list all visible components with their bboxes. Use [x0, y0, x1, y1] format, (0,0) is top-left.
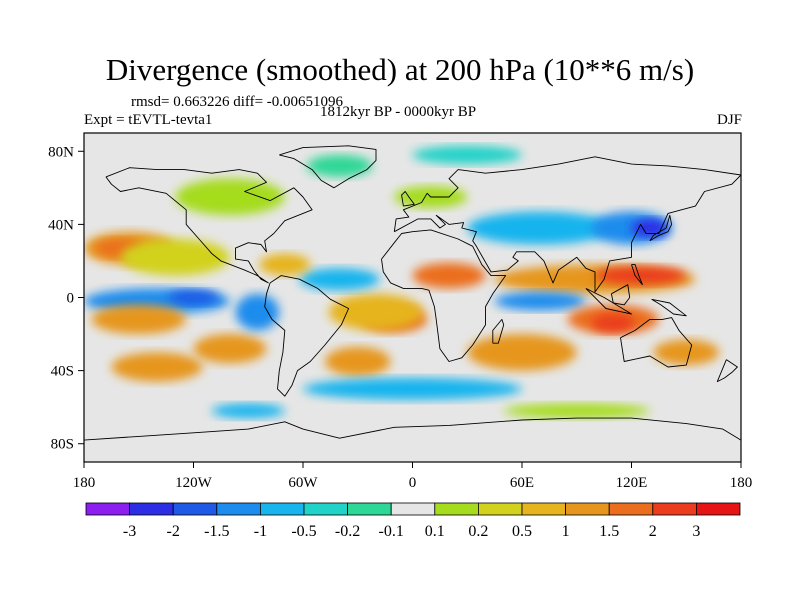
lon-tick-label: 60E	[510, 475, 534, 491]
colorbar-label: -2	[167, 523, 180, 540]
colorbar-label: -0.1	[379, 523, 404, 540]
lat-tick-label: 80S	[51, 437, 74, 453]
coastline-north-america	[105, 167, 313, 284]
field-region-atlantic-equator-yellow	[328, 293, 424, 331]
period-label: 1812kyr BP - 0000kyr BP	[320, 104, 477, 120]
divergence-field	[84, 145, 720, 419]
colorbar-swatch	[259, 502, 305, 516]
field-region-pacific-north-yellow	[120, 239, 230, 276]
field-region-southern-ocean-cyan	[303, 377, 522, 400]
colorbar-label: 1.5	[599, 523, 619, 540]
coastline-south-america	[264, 275, 350, 397]
field-region-indian-ocean-blue	[494, 292, 586, 311]
colorbar-swatch	[347, 502, 392, 516]
field-region-pacific-south-orange	[193, 334, 267, 364]
field-region-indian-south-orange	[467, 334, 577, 371]
axis-ticks: 80N 40N 0 40S 80S 180 120W 60W 0 60E 120E 180	[48, 144, 752, 491]
coastline-eurasia	[393, 156, 741, 293]
field-region-australia-orange	[653, 339, 720, 366]
colorbar: -3 -2 -1.5 -1 -0.5 -0.2 -0.1 0.1 0.2 0.5 1 1.5 2 3	[85, 502, 741, 540]
field-region-antarctic-green	[503, 403, 650, 419]
colorbar-swatch	[390, 502, 436, 516]
field-region-asia-north-blue	[467, 211, 614, 245]
coastline-borneo	[610, 284, 631, 306]
colorbar-swatch	[129, 502, 174, 516]
colorbar-swatch	[521, 502, 566, 516]
coastline-greenland	[279, 145, 377, 189]
lat-tick-label: 40N	[48, 217, 74, 233]
colorbar-label: -0.5	[291, 523, 316, 540]
lon-tick-label: 180	[730, 475, 753, 491]
coastline-new-guinea	[651, 298, 687, 317]
colorbar-swatch	[608, 502, 654, 516]
colorbar-swatch	[652, 502, 697, 516]
field-region-north-america-green	[175, 178, 285, 216]
colorbar-label: 0.5	[512, 523, 532, 540]
coastline-africa	[381, 229, 507, 362]
field-region-south-atlantic-orange	[324, 346, 391, 377]
stats-label: rmsd= 0.663226 diff= -0.00651096	[131, 94, 344, 110]
colorbar-label: 3	[692, 523, 700, 540]
field-region-africa-orange	[412, 262, 486, 289]
colorbar-label: -1.5	[204, 523, 229, 540]
colorbar-label: 1	[562, 523, 570, 540]
coastline-australia	[620, 317, 693, 368]
lat-tick-label: 0	[67, 291, 75, 307]
colorbar-swatch	[696, 502, 741, 516]
colorbar-label: -1	[254, 523, 267, 540]
lon-tick-label: 120W	[175, 475, 213, 491]
lon-tick-label: 120E	[616, 475, 648, 491]
field-region-atlantic-north-blue	[299, 268, 380, 291]
colorbar-label: 0.2	[468, 523, 488, 540]
colorbar-swatch	[172, 502, 218, 516]
colorbar-swatch	[85, 502, 130, 516]
field-region-caribbean-yellow	[259, 253, 311, 276]
field-region-japan-core	[631, 218, 668, 238]
coastline-indonesia	[585, 287, 632, 315]
plot-title: Divergence (smoothed) at 200 hPa (10**6 …	[105, 52, 695, 87]
field-region-arctic-cyan	[412, 145, 522, 165]
colorbar-label: -3	[123, 523, 136, 540]
experiment-label: Expt = tEVTL-tevta1	[84, 112, 213, 128]
field-region-south-america-trough	[235, 293, 280, 331]
coastline-antarctica	[84, 417, 741, 441]
field-region-greenland-green	[306, 154, 373, 177]
colorbar-swatch	[477, 502, 523, 516]
colorbar-label: 2	[649, 523, 657, 540]
coastline-madagascar	[492, 318, 505, 344]
field-region-antarctic-blue	[211, 403, 285, 419]
colorbar-label: -0.2	[335, 523, 360, 540]
coastline-uk	[401, 191, 415, 207]
coastline-new-zealand	[716, 359, 738, 383]
lon-tick-label: 0	[409, 475, 417, 491]
field-region-south-pacific-orange	[111, 352, 203, 382]
season-label: DJF	[716, 112, 742, 128]
lon-tick-label: 180	[73, 475, 96, 491]
coastline-philippines	[631, 264, 643, 286]
colorbar-swatch	[216, 502, 261, 516]
coastline-japan	[649, 214, 673, 242]
field-region-asia-equator-core	[595, 266, 687, 285]
lat-tick-label: 80N	[48, 144, 74, 160]
colorbar-swatch	[303, 502, 348, 516]
field-region-maritime-core	[591, 313, 636, 333]
colorbar-swatch	[434, 502, 479, 516]
lat-tick-label: 40S	[51, 364, 74, 380]
lon-tick-label: 60W	[288, 475, 318, 491]
coastlines	[84, 145, 741, 441]
colorbar-label: 0.1	[425, 523, 445, 540]
field-region-pacific-south-band	[91, 304, 187, 335]
field-region-pacific-equator-blue	[167, 290, 220, 305]
colorbar-swatch	[565, 502, 610, 516]
